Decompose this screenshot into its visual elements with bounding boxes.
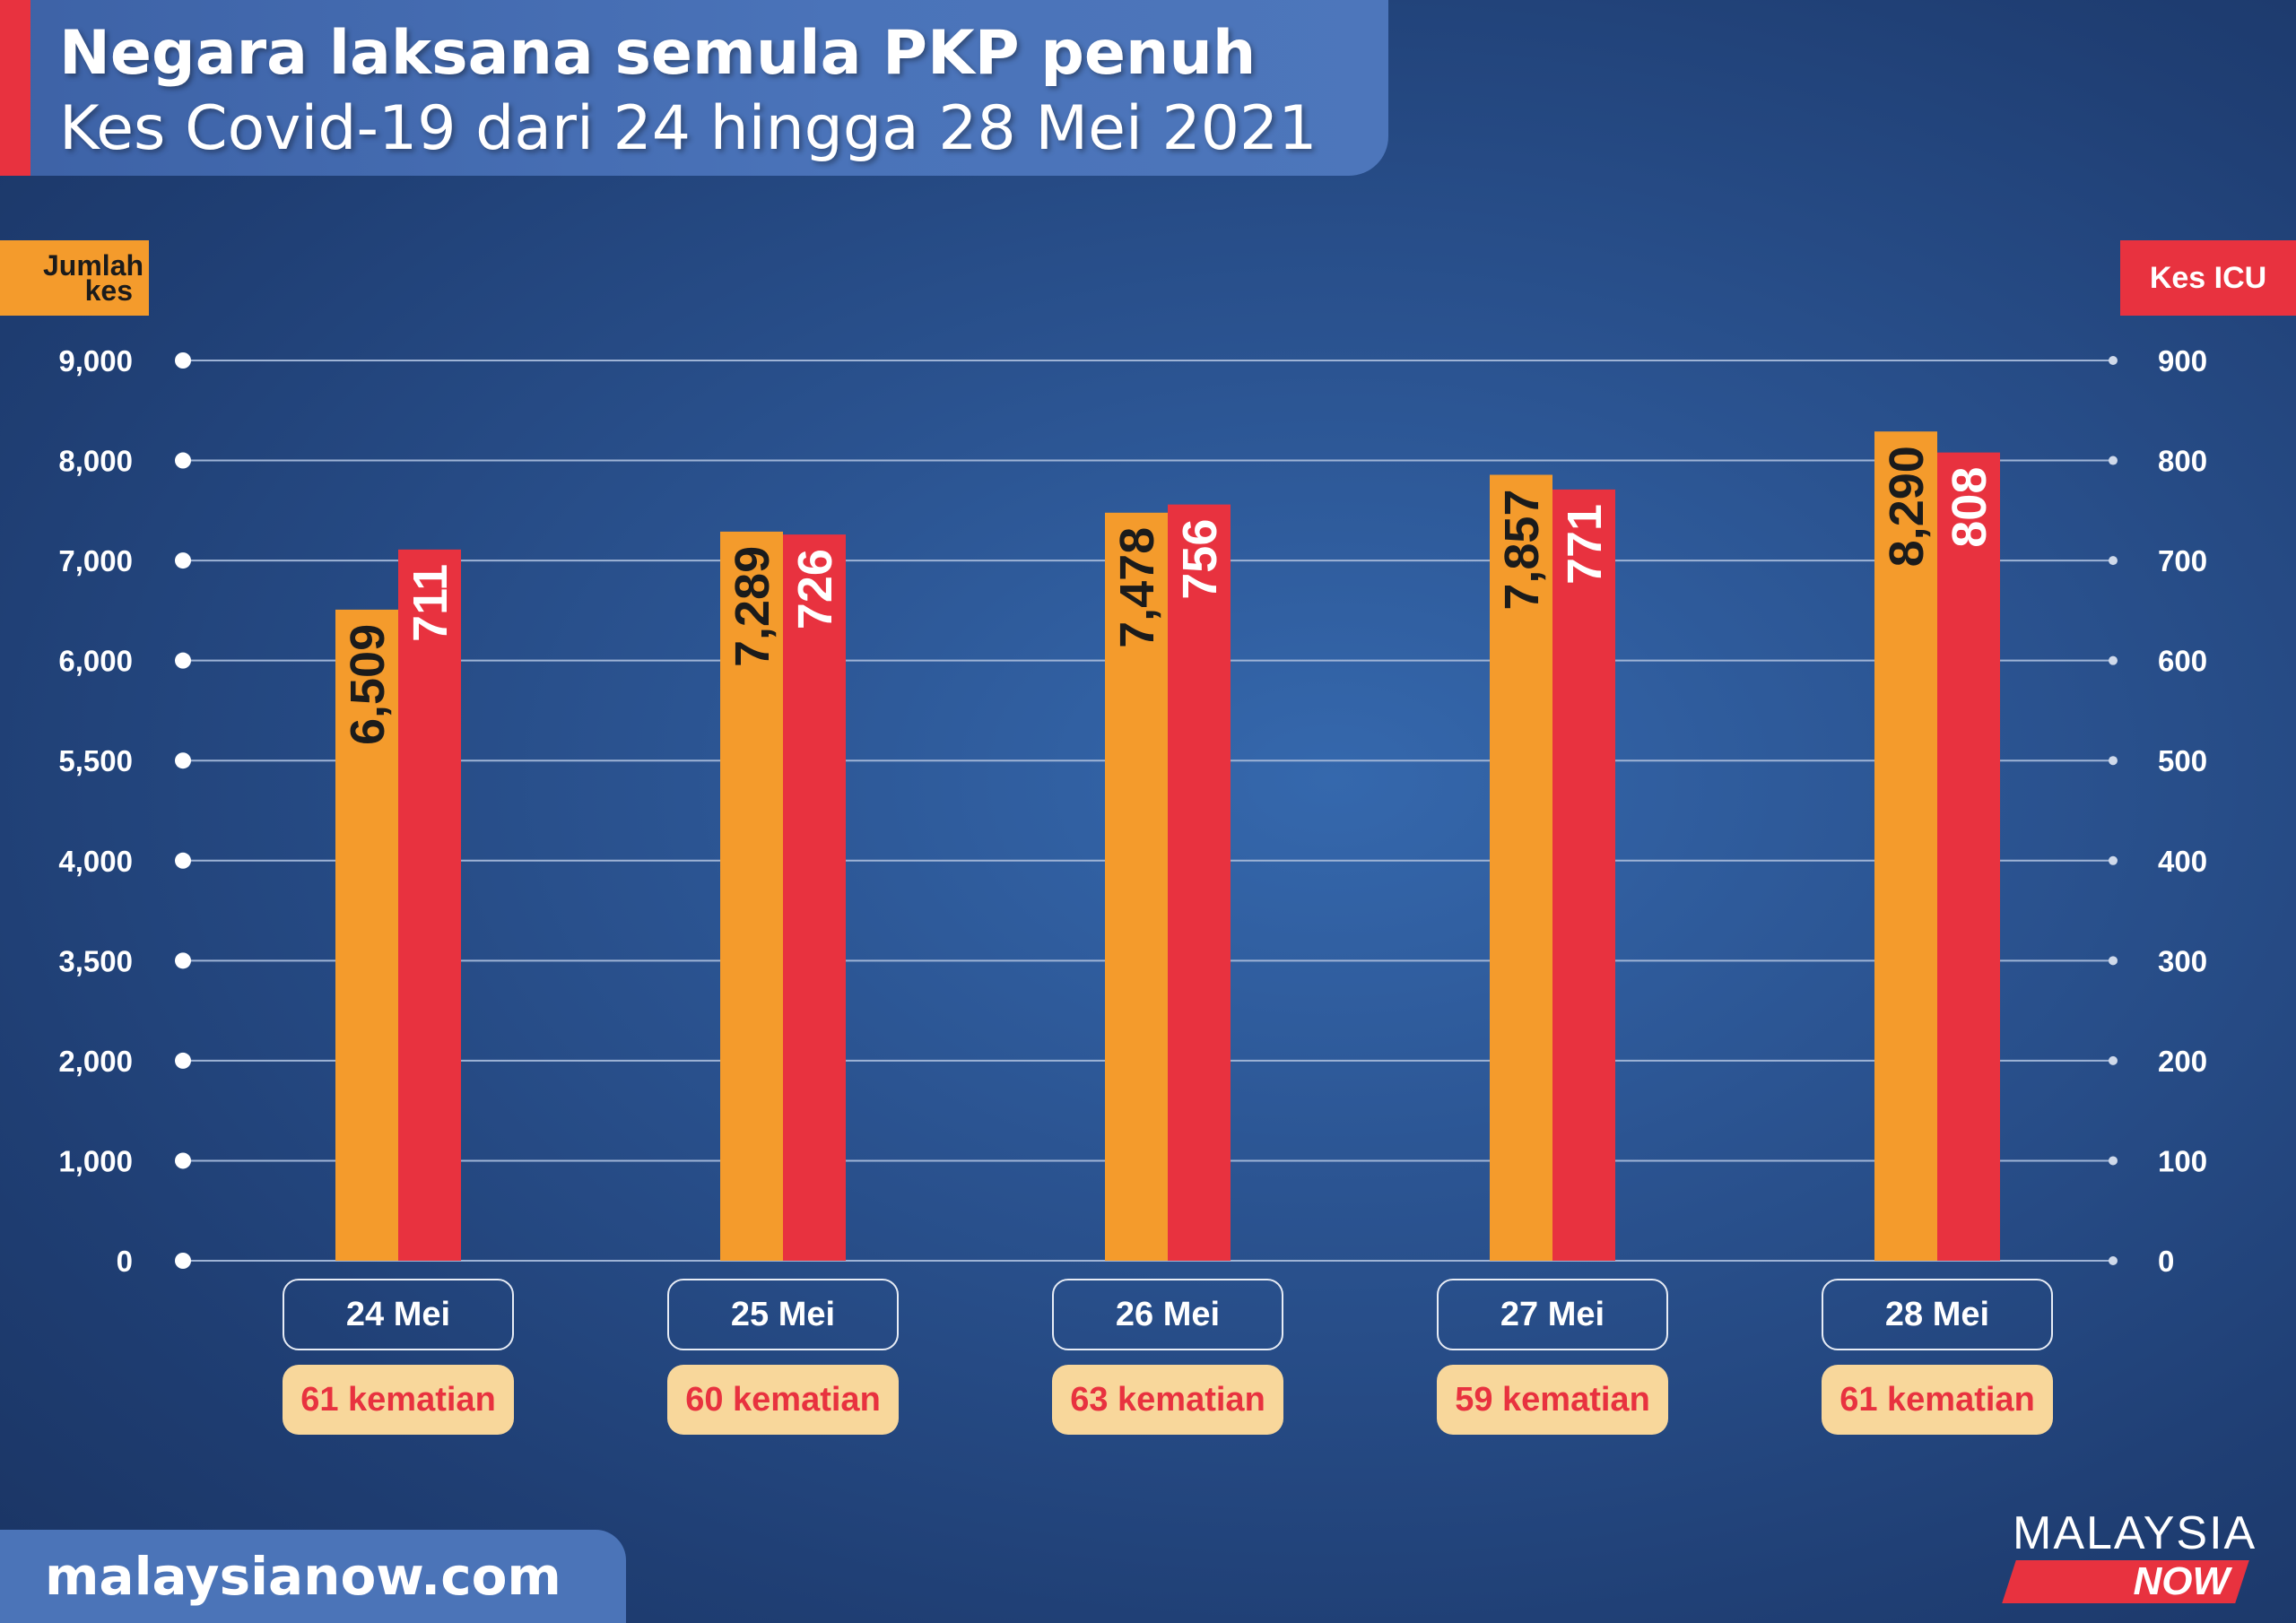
x-tick-label: 28 Mei [1822, 1279, 2053, 1350]
grid-dot-right [2109, 756, 2118, 766]
bar-label-icu: 808 [1943, 467, 1996, 548]
brand-logo-bottom: NOW [2002, 1559, 2249, 1603]
y-tick-left: 9,000 [58, 344, 133, 378]
y-tick-left: 7,000 [58, 544, 133, 577]
grid-dot-right [2109, 1055, 2118, 1065]
deaths-annotation: 59 kematian [1437, 1365, 1668, 1435]
site-url[interactable]: malaysianow.com [0, 1530, 626, 1623]
grid-dot-right [2109, 556, 2118, 566]
y-tick-right: 300 [2158, 944, 2207, 977]
bar-cases [1105, 512, 1168, 1261]
y-tick-right: 100 [2158, 1144, 2207, 1177]
grid-dot-right [2109, 356, 2118, 365]
y-tick-left: 6,000 [58, 645, 133, 678]
grid-dot-left [175, 1052, 191, 1069]
bar-cases [335, 609, 398, 1261]
left-axis-label-text: Jumlah kes [43, 249, 144, 307]
page-subtitle: Kes Covid-19 dari 24 hingga 28 Mei 2021 [59, 93, 1318, 164]
grid-dot-left [175, 552, 191, 569]
x-tick-label: 25 Mei [667, 1279, 899, 1350]
y-tick-right: 700 [2158, 544, 2207, 577]
bar-icu [1168, 504, 1231, 1261]
grid-dot-right [2109, 456, 2118, 465]
grid-dot-left [175, 352, 191, 369]
brand-logo-top: MALAYSIA [2013, 1507, 2257, 1559]
y-tick-right: 800 [2158, 445, 2207, 478]
bar-icu [1937, 452, 2000, 1261]
deaths-annotation: 61 kematian [283, 1365, 514, 1435]
bar-label-cases: 6,509 [341, 624, 395, 745]
y-tick-right: 400 [2158, 845, 2207, 878]
grid-dot-right [2109, 956, 2118, 966]
y-tick-left: 1,000 [58, 1144, 133, 1177]
bar-icu [1552, 489, 1615, 1261]
grid-dot-right [2109, 655, 2118, 665]
grid-dot-left [175, 752, 191, 769]
x-tick-label: 26 Mei [1052, 1279, 1283, 1350]
grid-dot-left [175, 852, 191, 869]
y-tick-left: 8,000 [58, 445, 133, 478]
y-tick-left: 3,500 [58, 944, 133, 977]
y-tick-right: 500 [2158, 744, 2207, 777]
bar-label-cases: 8,290 [1880, 446, 1934, 567]
grid-dot-left [175, 952, 191, 969]
grid-dot-right [2109, 1256, 2118, 1265]
grid-dot-left [175, 1152, 191, 1169]
bar-label-icu: 771 [1558, 504, 1612, 585]
deaths-annotation: 63 kematian [1052, 1365, 1283, 1435]
bar-cases [1874, 431, 1937, 1261]
title-banner: Negara laksana semula PKP penuh Kes Covi… [0, 0, 1388, 176]
y-tick-right: 0 [2158, 1245, 2174, 1278]
bar-icu [783, 534, 846, 1261]
y-tick-right: 900 [2158, 344, 2207, 378]
brand-logo-bottom-text: NOW [2133, 1559, 2230, 1603]
y-tick-left: 4,000 [58, 845, 133, 878]
bar-icu [398, 549, 461, 1261]
grid-dot-left [175, 652, 191, 669]
page-title: Negara laksana semula PKP penuh [59, 18, 1257, 89]
bar-label-icu: 756 [1173, 519, 1227, 600]
y-tick-left: 5,500 [58, 744, 133, 777]
bar-label-cases: 7,289 [726, 546, 779, 667]
bar-label-icu: 711 [404, 564, 457, 642]
bar-label-icu: 726 [788, 549, 842, 629]
bar-cases [1490, 474, 1552, 1261]
deaths-annotation: 61 kematian [1822, 1365, 2053, 1435]
x-tick-label: 27 Mei [1437, 1279, 1668, 1350]
y-tick-right: 600 [2158, 645, 2207, 678]
bar-label-cases: 7,478 [1110, 527, 1164, 648]
left-axis-label: Jumlah kes [0, 240, 149, 316]
y-tick-left: 2,000 [58, 1045, 133, 1078]
grid-dot-left [175, 1253, 191, 1269]
x-tick-label: 24 Mei [283, 1279, 514, 1350]
bar-cases [720, 531, 783, 1261]
grid-dot-right [2109, 855, 2118, 865]
grid-dot-right [2109, 1156, 2118, 1166]
y-tick-left: 0 [117, 1245, 133, 1278]
bar-label-cases: 7,857 [1495, 490, 1549, 611]
title-accent-bar [0, 0, 30, 176]
y-tick-right: 200 [2158, 1045, 2207, 1078]
right-axis-label: Kes ICU [2120, 240, 2296, 316]
deaths-annotation: 60 kematian [667, 1365, 899, 1435]
grid-dot-left [175, 452, 191, 469]
